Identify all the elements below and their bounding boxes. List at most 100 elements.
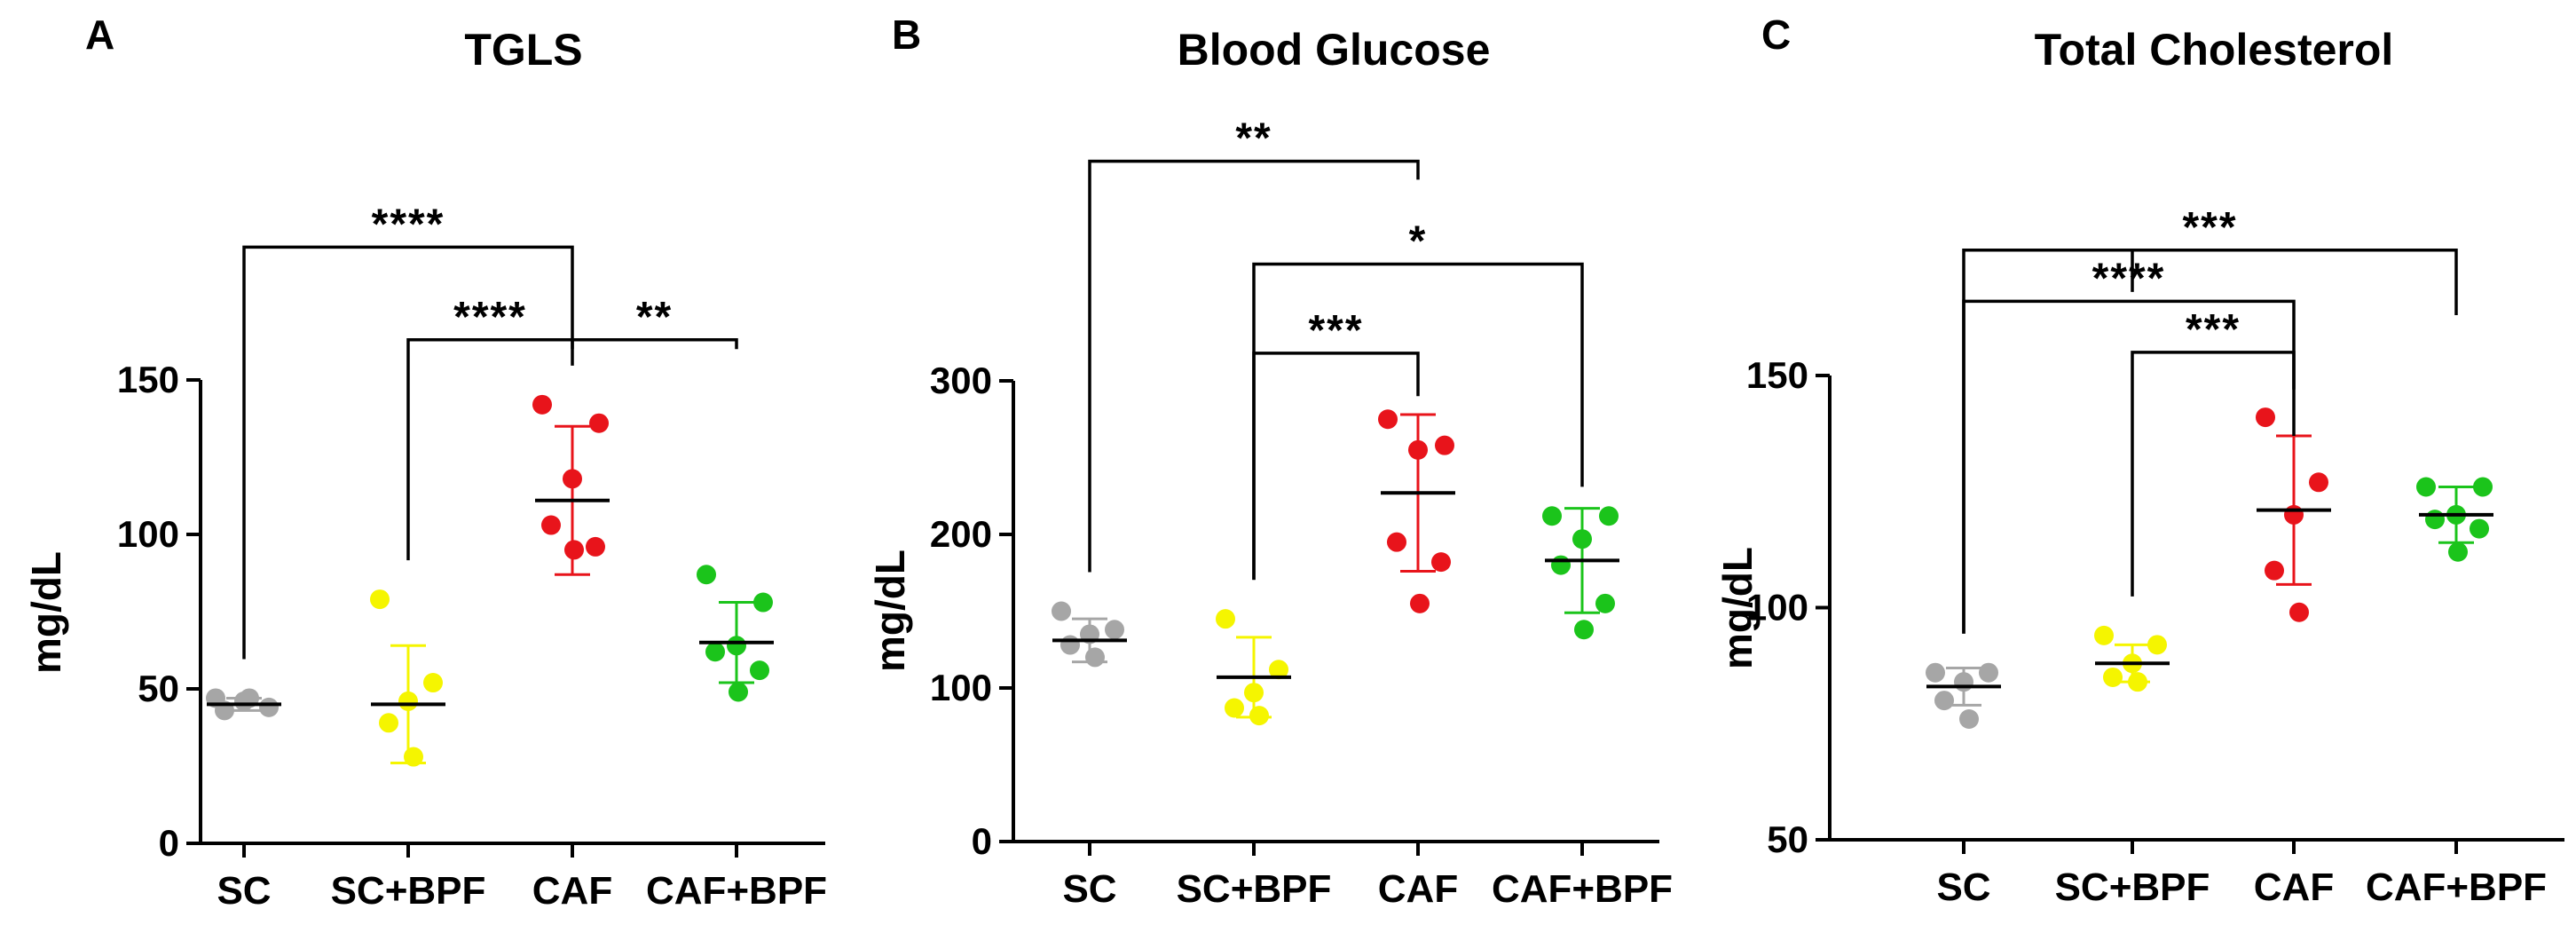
significance-label: *** xyxy=(2186,306,2241,353)
data-point xyxy=(379,713,398,733)
significance-bracket: *** xyxy=(1252,307,1420,581)
data-point xyxy=(2147,635,2167,655)
data-point xyxy=(1225,698,1244,718)
significance-bracket: ** xyxy=(1088,115,1420,573)
data-point xyxy=(705,642,725,662)
series-caf-plus-bpf xyxy=(2416,477,2493,562)
x-tick-label: SC+BPF xyxy=(331,869,486,913)
data-point xyxy=(1551,555,1571,575)
data-point xyxy=(1542,506,1562,526)
significance-label: ** xyxy=(636,294,673,341)
data-point xyxy=(564,540,584,560)
data-point xyxy=(1105,620,1124,640)
data-point xyxy=(423,673,443,693)
data-point xyxy=(1378,409,1398,430)
chart-title: Total Cholesterol xyxy=(2035,25,2394,75)
data-point xyxy=(541,515,561,535)
data-point xyxy=(1959,709,1979,730)
significance-label: **** xyxy=(372,201,445,248)
series-sc-plus-bpf xyxy=(1216,609,1291,726)
data-point xyxy=(1410,593,1430,613)
x-tick-label: CAF+BPF xyxy=(646,869,827,913)
bracket-line xyxy=(571,338,738,366)
series-caf xyxy=(1378,409,1455,613)
data-point xyxy=(1085,647,1105,668)
data-point xyxy=(2425,510,2445,530)
significance-label: **** xyxy=(453,294,527,341)
chart-title: TGLS xyxy=(464,25,582,75)
data-point xyxy=(1431,552,1451,573)
y-tick-label: 50 xyxy=(138,668,179,709)
data-point xyxy=(2103,667,2123,687)
series-caf-plus-bpf xyxy=(697,565,774,702)
x-tick-label: SC xyxy=(217,869,271,913)
panel-letter: B xyxy=(892,12,921,58)
y-tick-label: 100 xyxy=(117,513,179,555)
significance-label: *** xyxy=(2182,204,2237,251)
series-caf xyxy=(532,394,610,576)
data-point xyxy=(1599,506,1619,526)
data-point xyxy=(398,691,418,711)
data-point xyxy=(1574,620,1594,640)
y-tick-label: 300 xyxy=(930,360,992,401)
data-point xyxy=(586,536,605,557)
data-point xyxy=(1595,593,1615,613)
series-sc xyxy=(1052,601,1127,668)
data-point xyxy=(697,565,716,585)
y-tick-label: 150 xyxy=(117,359,179,400)
series-sc xyxy=(206,688,281,721)
data-point xyxy=(563,469,582,489)
data-point xyxy=(1216,609,1235,629)
y-tick-label: 50 xyxy=(1767,818,1808,860)
significance-bracket: *** xyxy=(1962,204,2458,634)
significance-bracket: *** xyxy=(2131,306,2296,597)
data-point xyxy=(1249,706,1269,726)
y-tick-label: 0 xyxy=(159,822,179,864)
data-point xyxy=(2289,602,2309,622)
x-tick-label: CAF+BPF xyxy=(1492,867,1673,911)
x-tick-label: CAF xyxy=(1378,867,1458,911)
significance-bracket: ** xyxy=(571,294,738,366)
data-point xyxy=(589,413,609,433)
data-point xyxy=(750,660,769,681)
data-point xyxy=(2265,560,2284,581)
x-tick-label: CAF xyxy=(2254,866,2334,909)
bracket-line xyxy=(1252,352,1420,581)
panel-b: B Blood Glucose mg/dL 0 100 200 300 SC SC+BPF CAF… xyxy=(867,12,1673,911)
y-tick-label: 150 xyxy=(1746,354,1808,396)
data-point xyxy=(259,697,279,717)
data-point xyxy=(1979,662,1998,683)
panel-letter: C xyxy=(1761,12,1791,58)
x-tick-label: SC xyxy=(1936,866,1990,909)
y-axis-label: mg/dL xyxy=(867,549,913,672)
data-point xyxy=(1408,439,1428,460)
data-point xyxy=(2094,625,2114,645)
y-axis-label: mg/dL xyxy=(23,551,69,674)
series-sc-plus-bpf xyxy=(370,589,445,767)
y-tick-label: 100 xyxy=(1746,587,1808,629)
data-point xyxy=(1060,635,1080,655)
data-point xyxy=(727,636,746,656)
panel-c: C Total Cholesterol mg/dL 50 100 150 SC SC+BPF C… xyxy=(1714,12,2564,909)
data-point xyxy=(1926,662,1945,683)
data-point xyxy=(2256,407,2275,428)
data-point xyxy=(2128,672,2147,692)
y-tick-label: 200 xyxy=(930,513,992,555)
data-point xyxy=(2448,542,2468,562)
significance-label: **** xyxy=(2092,255,2166,302)
data-point xyxy=(1387,532,1406,552)
series-sc-plus-bpf xyxy=(2094,625,2170,692)
series-caf xyxy=(2256,407,2331,622)
data-point xyxy=(370,589,390,610)
data-point xyxy=(1435,435,1454,455)
data-point xyxy=(2470,518,2489,539)
data-point xyxy=(1934,691,1954,711)
bracket-line xyxy=(2131,351,2296,597)
panel-letter: A xyxy=(85,12,114,58)
bracket-line xyxy=(1088,159,1420,573)
data-point xyxy=(729,682,748,702)
x-tick-label: SC xyxy=(1062,867,1116,911)
data-point xyxy=(1052,601,1071,621)
